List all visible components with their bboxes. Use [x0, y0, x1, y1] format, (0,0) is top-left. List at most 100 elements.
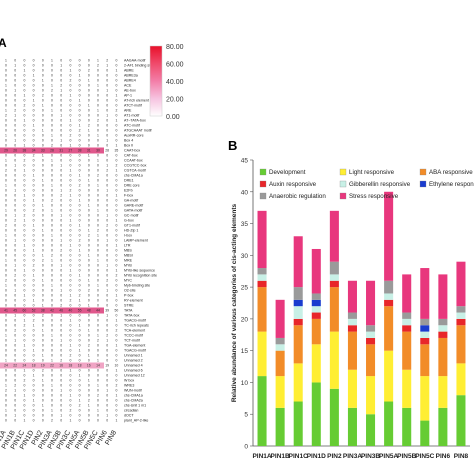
heatmap-cell-value: 0 — [79, 384, 81, 388]
heatmap-cell-value: 0 — [33, 64, 35, 68]
heatmap-cell-value: 0 — [42, 389, 44, 393]
heatmap-cell-value: 0 — [42, 344, 44, 348]
heatmap-cell-value: 0 — [5, 304, 7, 308]
heatmap-row-label: WUN-motif — [124, 389, 142, 393]
heatmap-cell-value: 0 — [60, 184, 62, 188]
legend-label: Auxin responsive — [269, 181, 317, 188]
heatmap-cell-value: 0 — [42, 139, 44, 143]
heatmap-cell-value: 0 — [115, 354, 117, 358]
heatmap-cell-value: 0 — [14, 319, 16, 323]
heatmap-cell-value: 2 — [42, 314, 44, 318]
x-tick-label: PIN3B — [361, 453, 380, 460]
heatmap-cell-value: 0 — [115, 174, 117, 178]
heatmap-cell-value: 1 — [69, 394, 71, 398]
heatmap-cell-value: 0 — [14, 99, 16, 103]
heatmap-cell-value: 1 — [106, 139, 108, 143]
heatmap-cell-value: 0 — [69, 359, 71, 363]
heatmap-cell-value: 0 — [106, 269, 108, 273]
bar-segment — [257, 376, 267, 446]
legend-label: Gibberellin responsive — [349, 181, 411, 188]
heatmap-cell-value: 1 — [69, 369, 71, 373]
heatmap-cell-value: 1 — [115, 219, 117, 223]
heatmap-cell-value: 2 — [106, 224, 108, 228]
heatmap-cell-value: 2 — [5, 169, 7, 173]
heatmap-cell-value: 0 — [33, 269, 35, 273]
heatmap-cell-value: 0 — [88, 239, 90, 243]
heatmap-cell-value: 0 — [97, 294, 99, 298]
heatmap-cell-value: 0 — [97, 189, 99, 193]
heatmap-cell-value: 0 — [115, 254, 117, 258]
heatmap-cell-value: 0 — [69, 209, 71, 213]
heatmap-cell-value: 1 — [23, 369, 25, 373]
heatmap-row-label: TCCC-motif — [124, 334, 143, 338]
heatmap-row-label: GA-motif — [124, 199, 138, 203]
heatmap-cell-value: 0 — [33, 134, 35, 138]
y-tick-label: 20 — [241, 316, 249, 323]
heatmap-row-label: CAAT-box — [124, 149, 140, 153]
heatmap-cell-value: 0 — [115, 339, 117, 343]
bar-segment — [293, 306, 303, 319]
heatmap-cell-value: 1 — [5, 59, 7, 63]
heatmap-cell-value: 0 — [115, 229, 117, 233]
heatmap-cell-value: 0 — [97, 194, 99, 198]
heatmap-cell-value: 0 — [115, 129, 117, 133]
heatmap-cell-value: 0 — [51, 354, 53, 358]
bar-segment — [366, 280, 376, 326]
heatmap-cell-value: 30 — [96, 149, 100, 153]
heatmap-cell-value: 0 — [60, 399, 62, 403]
heatmap-cell-value: 1 — [88, 129, 90, 133]
heatmap-cell-value: 0 — [5, 404, 7, 408]
heatmap-cell-value: 1 — [69, 344, 71, 348]
heatmap-cell-value: 0 — [79, 304, 81, 308]
heatmap-cell-value: 0 — [42, 84, 44, 88]
bar-segment — [366, 344, 376, 377]
heatmap-cell-value: 1 — [115, 169, 117, 173]
heatmap-cell-value: 2 — [115, 384, 117, 388]
heatmap-cell-value: 0 — [33, 314, 35, 318]
bar-segment — [311, 248, 321, 294]
y-tick-label: 0 — [244, 444, 248, 451]
heatmap-cell-value: 1 — [97, 334, 99, 338]
heatmap-cell-value: 0 — [33, 169, 35, 173]
heatmap-cell-value: 0 — [97, 94, 99, 98]
heatmap-cell-value: 0 — [69, 164, 71, 168]
heatmap-cell-value: 0 — [23, 79, 25, 83]
heatmap-cell-value: 0 — [23, 99, 25, 103]
heatmap-cell-value: 0 — [5, 264, 7, 268]
heatmap-cell-value: 2 — [97, 174, 99, 178]
heatmap-cell-value: 0 — [51, 119, 53, 123]
heatmap-cell-value: 0 — [79, 64, 81, 68]
bar-segment — [347, 325, 357, 332]
heatmap-cell-value: 0 — [23, 384, 25, 388]
heatmap-cell-value: 0 — [79, 339, 81, 343]
heatmap-cell-value: 0 — [23, 329, 25, 333]
heatmap-cell-value: 0 — [33, 409, 35, 413]
heatmap-cell-value: 0 — [115, 99, 117, 103]
heatmap-cell-value: 1 — [79, 74, 81, 78]
heatmap-cell-value: 0 — [23, 284, 25, 288]
heatmap-row-label: plant_AP-2-like — [124, 419, 148, 423]
heatmap-cell-value: 0 — [42, 164, 44, 168]
heatmap-cell-value: 1 — [33, 274, 35, 278]
heatmap-row-label: circadian — [124, 409, 138, 413]
heatmap-cell-value: 0 — [115, 104, 117, 108]
heatmap-cell-value: 0 — [69, 229, 71, 233]
heatmap-cell-value: 2 — [106, 169, 108, 173]
heatmap-cell-value: 0 — [115, 124, 117, 128]
heatmap-cell-value: 1 — [106, 189, 108, 193]
heatmap-cell-value: 0 — [60, 404, 62, 408]
heatmap-cell-value: 0 — [14, 244, 16, 248]
heatmap-cell-value: 0 — [60, 234, 62, 238]
heatmap-cell-value: 0 — [23, 109, 25, 113]
heatmap-cell-value: 0 — [97, 114, 99, 118]
heatmap-cell-value: 2 — [42, 94, 44, 98]
heatmap-row-label: CAT-box — [124, 154, 138, 158]
heatmap-row-label: GT1-motif — [124, 224, 140, 228]
bar-segment — [311, 382, 321, 446]
heatmap-cell-value: 0 — [115, 249, 117, 253]
heatmap-cell-value: 0 — [115, 374, 117, 378]
heatmap-cell-value: 1 — [42, 104, 44, 108]
heatmap-cell-value: 0 — [97, 289, 99, 293]
heatmap-cell-value: 1 — [106, 64, 108, 68]
heatmap-cell-value: 0 — [115, 189, 117, 193]
